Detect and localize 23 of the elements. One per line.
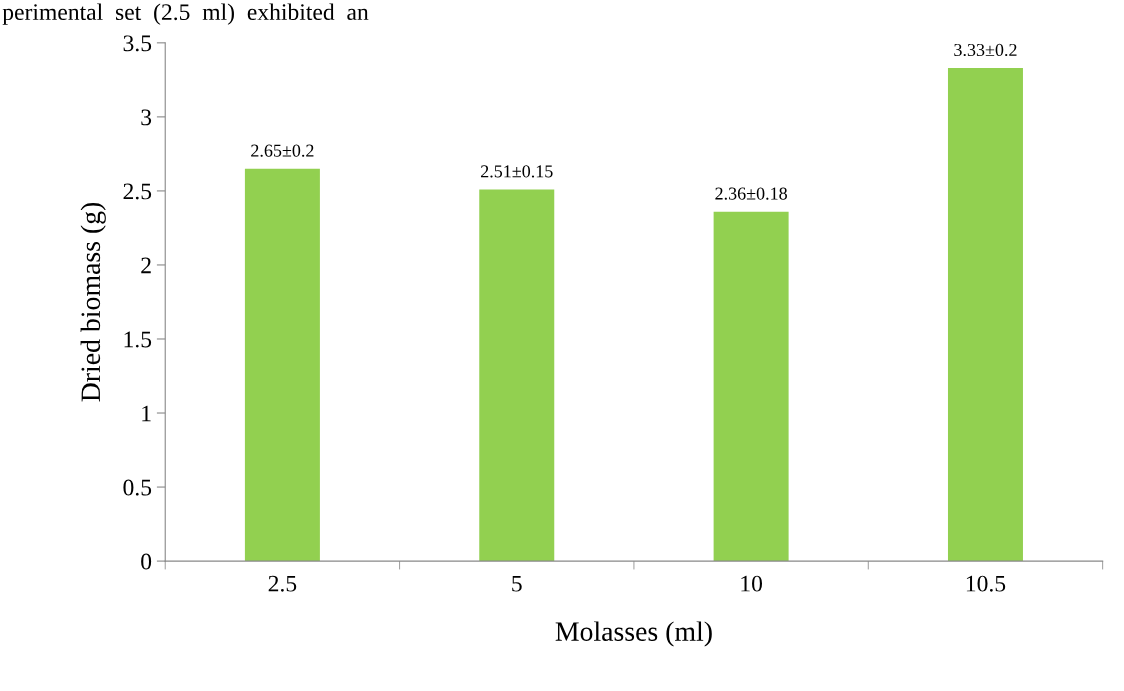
y-tick-label: 1.5 bbox=[124, 331, 152, 348]
y-tick-label: 1 bbox=[142, 405, 151, 422]
x-tick-label: 10 bbox=[741, 575, 763, 592]
data-label: 2.51±0.15 bbox=[481, 165, 553, 178]
bar bbox=[713, 211, 789, 562]
y-tick-label: 2.5 bbox=[123, 183, 152, 200]
x-tick-label: 2.5 bbox=[268, 575, 297, 592]
x-tick-label: 10.5 bbox=[966, 575, 1006, 592]
bar bbox=[479, 189, 555, 562]
text: perimental set (2.5 ml) exhibited an bbox=[2, 3, 369, 25]
y-tick-label: 3 bbox=[141, 109, 152, 126]
y-tick-label: 2 bbox=[141, 257, 151, 274]
data-label: 3.33±0.2 bbox=[954, 43, 1017, 57]
bar bbox=[947, 68, 1023, 562]
x-axis-title: Molasses (ml) bbox=[555, 621, 712, 647]
y-tick-label: 0 bbox=[141, 553, 152, 570]
data-label: 2.65±0.2 bbox=[251, 144, 314, 157]
y-tick-label: 3.5 bbox=[123, 35, 152, 52]
bar bbox=[244, 168, 320, 562]
x-tick-label: 5 bbox=[512, 575, 522, 592]
y-axis-title: Dried biomass (g) bbox=[80, 202, 106, 402]
data-label: 2.36±0.18 bbox=[715, 187, 787, 200]
y-tick-label: 0.5 bbox=[123, 479, 152, 496]
